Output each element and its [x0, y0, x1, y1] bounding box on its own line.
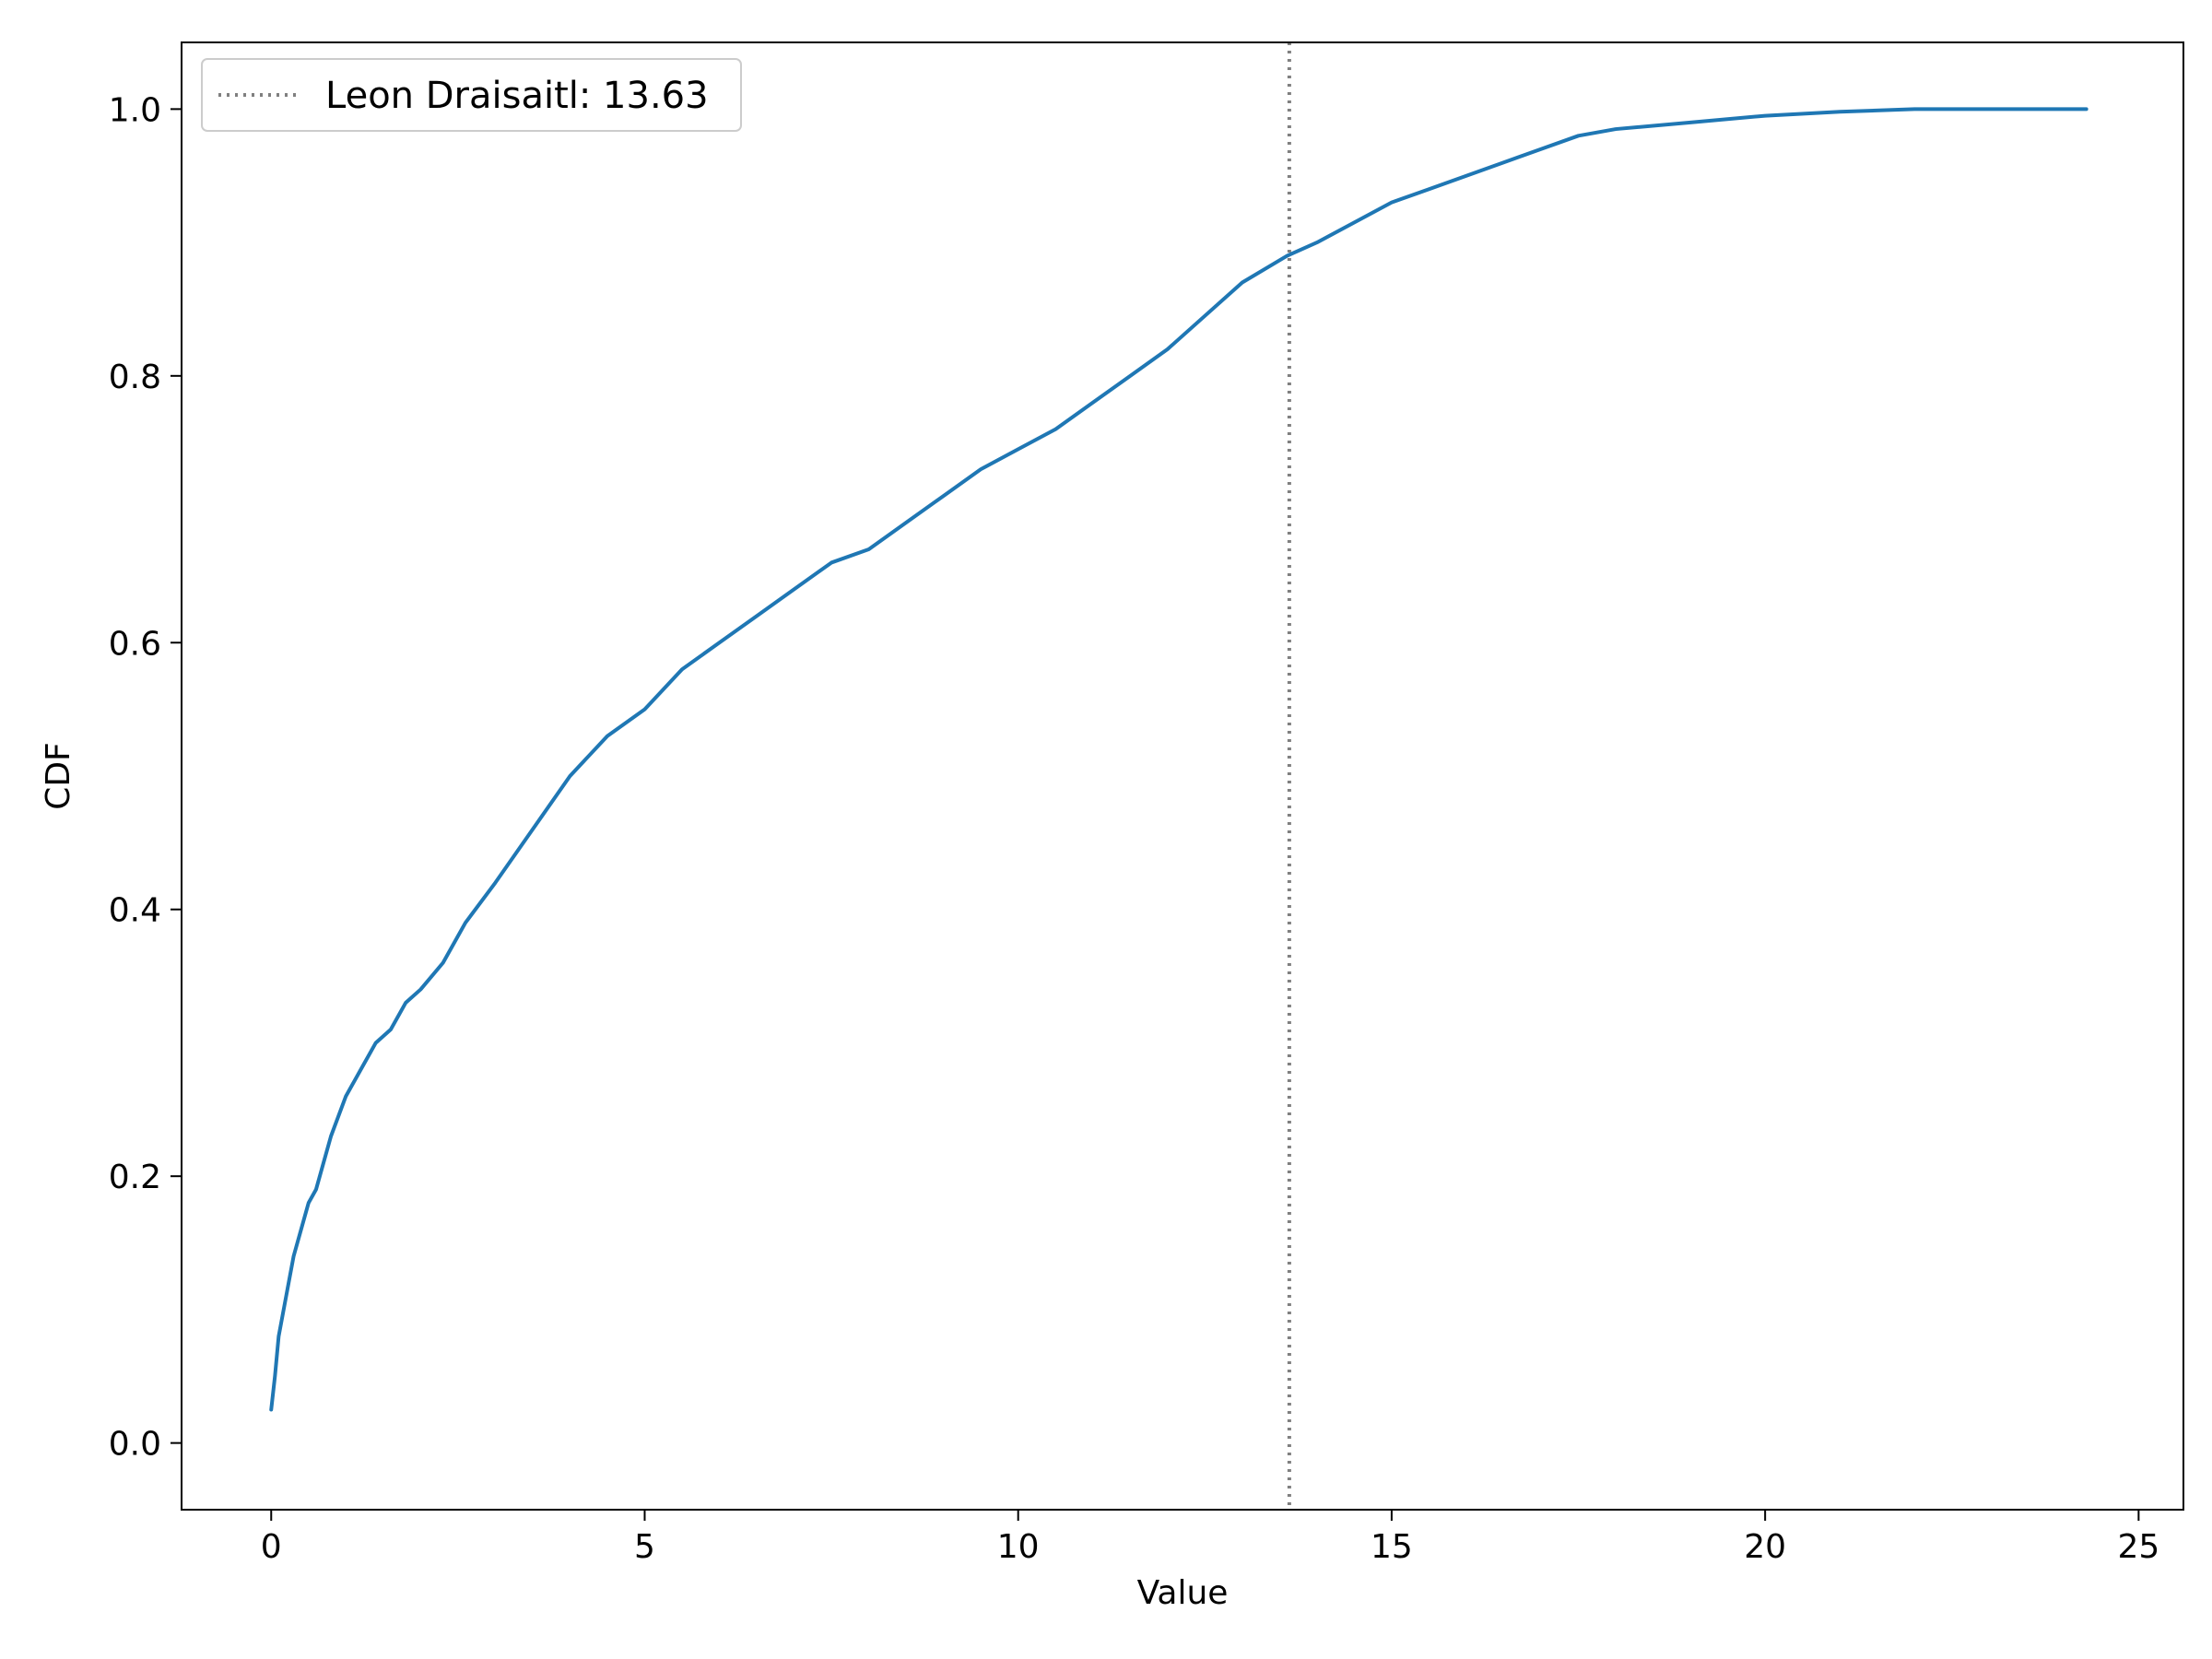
- y-tick-label: 0.8: [109, 359, 161, 396]
- y-axis-label: CDF: [40, 742, 77, 810]
- legend-box: [201, 58, 742, 132]
- plot-layer: [269, 42, 2088, 1510]
- y-tick-label: 0.0: [109, 1426, 161, 1464]
- x-tick-label: 10: [997, 1528, 1040, 1566]
- x-tick-label: 20: [1744, 1528, 1786, 1566]
- axes-frame: [181, 41, 2184, 1511]
- x-tick-label: 0: [261, 1528, 282, 1566]
- x-tick-label: 25: [2117, 1528, 2159, 1566]
- x-tick-label: 15: [1371, 1528, 1413, 1566]
- tick-layer: 0 5 10 15 20 25 0.0 0.2 0.4 0.6 0.8 1.0: [109, 91, 2160, 1566]
- legend-entry-reference-line: Leon Draisaitl: 13.63: [325, 75, 709, 117]
- y-tick-label: 0.6: [109, 625, 161, 663]
- x-tick-label: 5: [634, 1528, 655, 1566]
- y-tick-label: 1.0: [109, 91, 161, 129]
- cdf-series-line: [269, 107, 2088, 1412]
- y-tick-label: 0.4: [109, 892, 161, 930]
- x-axis-label: Value: [1137, 1574, 1229, 1612]
- y-tick-label: 0.2: [109, 1159, 161, 1196]
- legend: Leon Draisaitl: 13.63: [201, 58, 742, 132]
